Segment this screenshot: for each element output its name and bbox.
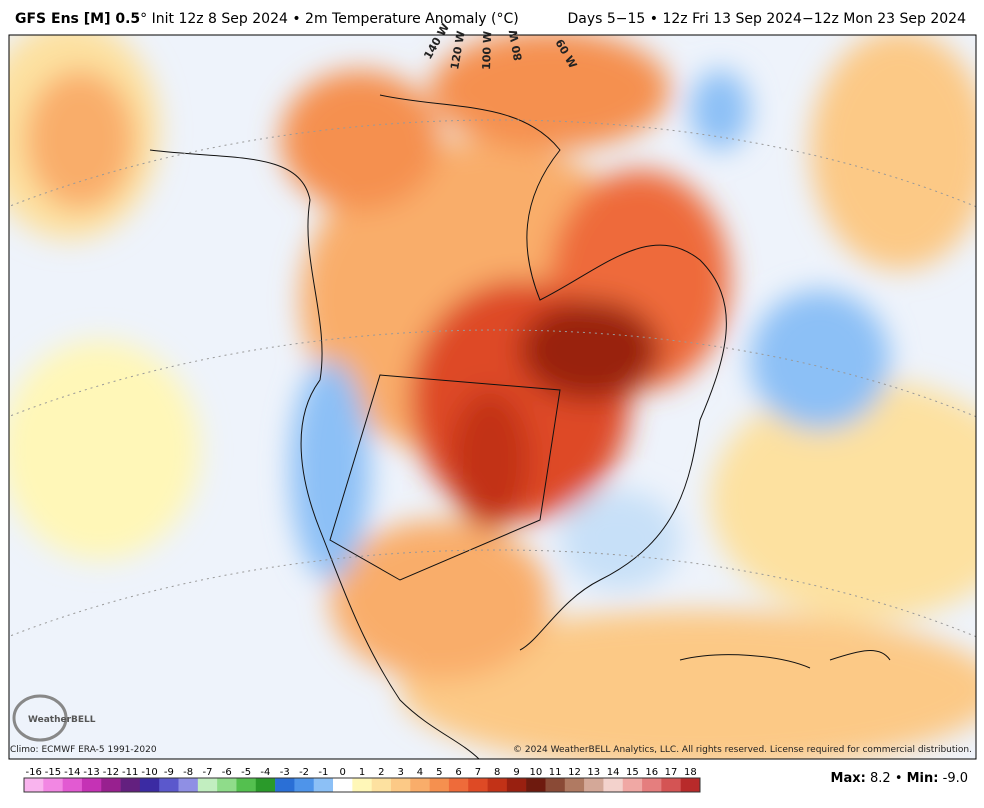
colorbar-cell bbox=[352, 778, 372, 792]
colorbar-cell bbox=[468, 778, 488, 792]
colorbar-cell bbox=[390, 778, 411, 792]
colorbar-cell bbox=[81, 778, 102, 792]
anomaly-field bbox=[9, 35, 976, 759]
degree: ° bbox=[140, 11, 148, 27]
colorbar-label: 8 bbox=[494, 767, 500, 778]
max-label: Max: bbox=[830, 771, 866, 786]
colorbar-frame bbox=[23, 777, 701, 793]
colorbar-cell bbox=[294, 778, 315, 792]
max: 8.2 bbox=[869, 771, 891, 786]
colorbar-cell bbox=[62, 778, 83, 792]
colorbar-cell bbox=[584, 778, 604, 792]
colorbar-cell bbox=[564, 778, 585, 792]
colorbar-cell bbox=[410, 778, 430, 792]
colorbar-label: 17 bbox=[665, 767, 678, 778]
colorbar-label: -13 bbox=[83, 767, 99, 778]
init: Init 12z 8 Sep 2024 • 2m Temperature Ano… bbox=[151, 11, 519, 27]
colorbar-cell bbox=[680, 778, 701, 792]
colorbar-label: 12 bbox=[568, 767, 581, 778]
colorbar-label: 3 bbox=[397, 767, 403, 778]
colorbar-cell bbox=[43, 778, 63, 792]
colorbar-cell bbox=[120, 778, 141, 792]
separator: • bbox=[894, 771, 903, 786]
logo-mark bbox=[12, 694, 68, 742]
colorbar-label: -11 bbox=[122, 767, 138, 778]
colorbar-label: -15 bbox=[45, 767, 61, 778]
colorbar-cell bbox=[448, 778, 469, 792]
colorbar-label: 15 bbox=[626, 767, 639, 778]
colorbar-label: -7 bbox=[202, 767, 212, 778]
colorbar-cell bbox=[506, 778, 527, 792]
colorbar-label: 2 bbox=[378, 767, 384, 778]
model: GFS Ens [M] 0.5 bbox=[15, 11, 141, 27]
colorbar-cell bbox=[333, 778, 353, 792]
colorbar-label: -10 bbox=[141, 767, 157, 778]
colorbar-cell bbox=[275, 778, 295, 792]
colorbar-cell bbox=[159, 778, 179, 792]
colorbar-cell bbox=[622, 778, 643, 792]
colorbar-label: -4 bbox=[260, 767, 270, 778]
colorbar-cell bbox=[313, 778, 334, 792]
colorbar-label: -3 bbox=[280, 767, 290, 778]
colorbar-cell bbox=[487, 778, 508, 792]
min-label: Min: bbox=[906, 771, 939, 786]
colorbar-label: -12 bbox=[103, 767, 119, 778]
colorbar-label: 5 bbox=[436, 767, 442, 778]
colorbar-cell bbox=[255, 778, 276, 792]
colorbar-cell bbox=[371, 778, 392, 792]
colorbar-label: -6 bbox=[222, 767, 232, 778]
colorbar-label: -14 bbox=[64, 767, 80, 778]
colorbar-label: 16 bbox=[645, 767, 658, 778]
min: -9.0 bbox=[942, 771, 968, 786]
logo: WeatherBELL bbox=[28, 715, 96, 725]
colorbar-cell bbox=[429, 778, 450, 792]
climo: Climo: ECMWF ERA-5 1991-2020 bbox=[10, 745, 157, 755]
colorbar-label: -8 bbox=[183, 767, 193, 778]
colorbar: -16 -15 -14 -13 -12 -11 -10 -9 -8 -7 -6 -5 -4 -3 -2 -1 0… bbox=[23, 767, 701, 793]
header-left: GFS Ens [M] 0.5° Init 12z 8 Sep 2024 • 2… bbox=[15, 11, 519, 27]
colorbar-label: -1 bbox=[318, 767, 328, 778]
max-min: Max: 8.2 • Min: -9.0 bbox=[831, 771, 968, 786]
colorbar-cell bbox=[178, 778, 199, 792]
graticule bbox=[9, 119, 976, 638]
colorbar-cell bbox=[526, 778, 546, 792]
colorbar-label: 1 bbox=[359, 767, 365, 778]
colorbar-cell bbox=[545, 778, 566, 792]
colorbar-label: 18 bbox=[684, 767, 697, 778]
colorbar-label: 9 bbox=[513, 767, 519, 778]
colorbar-cell bbox=[197, 778, 218, 792]
colorbar-label: 13 bbox=[587, 767, 600, 778]
colorbar-cell bbox=[603, 778, 624, 792]
colorbar-label: -16 bbox=[25, 767, 41, 778]
map-frame bbox=[8, 34, 977, 760]
colorbar-label: 7 bbox=[475, 767, 481, 778]
colorbar-label: -5 bbox=[241, 767, 251, 778]
colorbar-label: 0 bbox=[339, 767, 345, 778]
longitude-label: 80 W bbox=[507, 29, 525, 62]
period: Days 5−15 • 12z Fri 13 Sep 2024−12z Mon … bbox=[567, 11, 966, 27]
colorbar-label: 6 bbox=[455, 767, 461, 778]
colorbar-cell bbox=[24, 778, 44, 792]
colorbar-cell bbox=[661, 778, 681, 792]
longitude-label: 100 W bbox=[480, 31, 494, 70]
colorbar-label: 14 bbox=[607, 767, 620, 778]
copyright: © 2024 WeatherBELL Analytics, LLC. All r… bbox=[513, 745, 972, 755]
coastlines bbox=[149, 94, 891, 759]
colorbar-label: -9 bbox=[164, 767, 174, 778]
colorbar-cell bbox=[236, 778, 257, 792]
colorbar-label: -2 bbox=[299, 767, 309, 778]
colorbar-cell bbox=[139, 778, 160, 792]
colorbar-cell bbox=[642, 778, 662, 792]
colorbar-label: 4 bbox=[417, 767, 423, 778]
colorbar-cell bbox=[101, 778, 121, 792]
colorbar-label: 11 bbox=[549, 767, 562, 778]
colorbar-label: 10 bbox=[529, 767, 542, 778]
colorbar-cell bbox=[217, 778, 237, 792]
